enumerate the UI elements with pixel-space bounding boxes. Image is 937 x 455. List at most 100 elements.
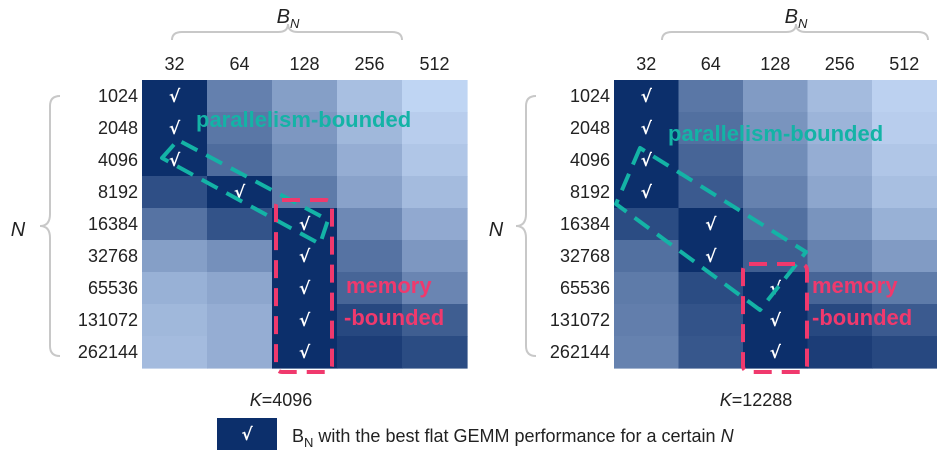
heatmap-cell [807,176,873,209]
left-parallelism-outline [160,138,330,246]
x-tick-label: 128 [289,54,319,74]
x-tick-label: 256 [825,54,855,74]
heatmap-cell [272,240,338,273]
y-tick-label: 32768 [88,246,138,266]
heatmap-cell [872,176,937,209]
y-tick-label: 2048 [570,118,610,138]
heatmap-cell [678,80,744,113]
right-y-ticks: 1024 2048 4096 8192 16384 32768 65536 131072 262… [550,86,610,362]
heatmap-cell [807,336,873,369]
right-yaxis-brace [515,95,537,357]
best-bn-check-mark: √ [641,87,653,107]
heatmap-cell [807,272,873,305]
legend: √ BN with the best flat GEMM performance… [217,418,735,450]
left-xaxis-brace [171,23,403,41]
best-bn-check-mark: √ [299,247,311,267]
y-tick-label: 32768 [560,246,610,266]
heatmap-cell [678,304,744,337]
right-xaxis-brace [661,23,929,41]
heatmap-cell [614,144,680,177]
heatmap-cell [807,80,873,113]
heatmap-cell [743,304,809,337]
heatmap-cell [743,208,809,241]
best-bn-check-mark: √ [299,279,311,299]
heatmap-cell [142,304,208,337]
left-yaxis-title: N [11,219,26,241]
x-tick-label: 64 [701,54,721,74]
heatmap-cell [272,336,338,369]
heatmap-cell [337,80,403,113]
left-caption: K=4096 [250,390,313,410]
heatmap-cell [872,80,937,113]
left-memory-label-1: memory [346,273,432,298]
heatmap-left: √√√√√√√√√ BN 32 64 128 256 512 N 10242048409… [11,6,468,410]
heatmap-cell [872,336,937,369]
heatmap-cell [743,336,809,369]
left-xaxis-title: BN [277,6,300,31]
right-yaxis-title: N [489,219,504,241]
heatmap-cell [272,144,338,177]
heatmap-cell [207,112,273,145]
heatmap-left-cells [142,80,468,369]
heatmap-cell [807,144,873,177]
best-bn-check-mark: √ [770,311,782,331]
heatmap-cell [207,240,273,273]
heatmap-cell [142,208,208,241]
heatmap-cell [614,112,680,145]
y-tick-label: 65536 [560,278,610,298]
y-tick-label: 131072 [78,310,138,330]
legend-check-mark: √ [241,425,253,445]
y-tick-label: 4096 [98,150,138,170]
y-tick-label: 8192 [570,182,610,202]
heatmap-cell [743,80,809,113]
heatmap-cell [807,240,873,273]
right-caption: K=12288 [720,390,793,410]
heatmap-right-checks: √√√√√√√√√ [641,87,782,363]
heatmap-cell [337,112,403,145]
best-bn-check-mark: √ [770,343,782,363]
heatmap-cell [142,176,208,209]
legend-label: BN with the best flat GEMM performance f… [292,426,735,450]
heatmap-cell [337,176,403,209]
left-yaxis-brace [39,95,61,357]
x-tick-label: 512 [889,54,919,74]
left-parallelism-label: parallelism-bounded [196,107,411,132]
heatmap-cell [402,336,468,369]
heatmap-cell [142,112,208,145]
heatmap-cell [743,112,809,145]
left-x-ticks: 32 64 128 256 512 [164,54,449,74]
heatmap-cell [807,208,873,241]
x-tick-label: 32 [164,54,184,74]
heatmap-cell [614,80,680,113]
right-parallelism-label: parallelism-bounded [668,121,883,146]
heatmap-cell [337,272,403,305]
heatmap-cell [872,144,937,177]
heatmap-cell [402,80,468,113]
y-tick-label: 16384 [88,214,138,234]
heatmap-cell [678,112,744,145]
heatmap-cell [678,336,744,369]
heatmap-cell [614,304,680,337]
heatmap-cell [402,272,468,305]
heatmap-cell [207,80,273,113]
y-tick-label: 8192 [98,182,138,202]
heatmap-cell [872,112,937,145]
heatmap-cell [337,336,403,369]
y-tick-label: 1024 [98,86,138,106]
heatmap-cell [272,112,338,145]
heatmap-cell [142,80,208,113]
heatmap-cell [402,304,468,337]
heatmap-cell [872,208,937,241]
y-tick-label: 65536 [88,278,138,298]
y-tick-label: 1024 [570,86,610,106]
heatmap-cell [807,304,873,337]
x-tick-label: 512 [419,54,449,74]
heatmap-cell [272,176,338,209]
best-bn-check-mark: √ [641,183,653,203]
heatmap-cell [337,240,403,273]
best-bn-check-mark: √ [705,215,717,235]
heatmap-cell [207,272,273,305]
x-tick-label: 128 [760,54,790,74]
